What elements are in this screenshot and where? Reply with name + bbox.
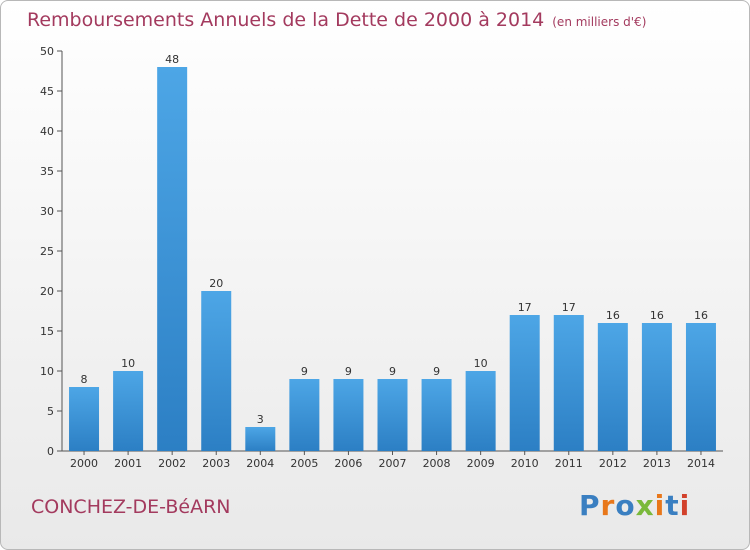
logo-letter: i bbox=[679, 489, 691, 522]
bar-value-label: 9 bbox=[345, 365, 352, 378]
y-tick-label: 15 bbox=[40, 325, 54, 338]
bar-value-label: 10 bbox=[121, 357, 135, 370]
y-tick-label: 25 bbox=[40, 245, 54, 258]
x-tick-label: 2005 bbox=[290, 457, 318, 470]
bar bbox=[421, 379, 452, 451]
bar-value-label: 16 bbox=[650, 309, 664, 322]
x-tick-label: 2012 bbox=[599, 457, 627, 470]
logo-letter: r bbox=[600, 489, 616, 522]
bar bbox=[245, 427, 276, 451]
x-tick-label: 2014 bbox=[687, 457, 715, 470]
x-tick-label: 2004 bbox=[246, 457, 274, 470]
x-tick-label: 2010 bbox=[511, 457, 539, 470]
logo-letter: x bbox=[635, 489, 655, 522]
logo-letter: o bbox=[615, 489, 636, 522]
bar bbox=[289, 379, 320, 451]
x-tick-label: 2008 bbox=[423, 457, 451, 470]
bar bbox=[69, 387, 100, 451]
x-tick-label: 2003 bbox=[202, 457, 230, 470]
chart-title-text: Remboursements Annuels de la Dette de 20… bbox=[27, 9, 545, 31]
logo-letter: P bbox=[579, 489, 601, 522]
logo-letter: i bbox=[654, 489, 666, 522]
bar-value-label: 10 bbox=[474, 357, 488, 370]
bar-value-label: 20 bbox=[209, 277, 223, 290]
bar bbox=[685, 323, 716, 451]
logo-letter: t bbox=[665, 489, 680, 522]
bar bbox=[157, 67, 188, 451]
x-tick-label: 2013 bbox=[643, 457, 671, 470]
bar bbox=[113, 371, 144, 451]
bar-value-label: 16 bbox=[606, 309, 620, 322]
bar bbox=[509, 315, 540, 451]
y-tick-label: 40 bbox=[40, 125, 54, 138]
bar-value-label: 9 bbox=[301, 365, 308, 378]
bar bbox=[465, 371, 496, 451]
x-tick-label: 2009 bbox=[467, 457, 495, 470]
bar bbox=[201, 291, 232, 451]
bar-value-label: 9 bbox=[433, 365, 440, 378]
bar bbox=[597, 323, 628, 451]
x-tick-label: 2007 bbox=[379, 457, 407, 470]
bar-value-label: 48 bbox=[165, 53, 179, 66]
x-tick-label: 2011 bbox=[555, 457, 583, 470]
bar-value-label: 17 bbox=[518, 301, 532, 314]
y-tick-label: 10 bbox=[40, 365, 54, 378]
y-tick-label: 35 bbox=[40, 165, 54, 178]
y-tick-label: 5 bbox=[47, 405, 54, 418]
bar bbox=[377, 379, 408, 451]
x-tick-label: 2001 bbox=[114, 457, 142, 470]
y-tick-label: 0 bbox=[47, 445, 54, 458]
y-tick-label: 30 bbox=[40, 205, 54, 218]
bars: 8 10 48 20 3 9 9 9 9 10 17 17 16 16 16 bbox=[69, 53, 716, 451]
proxiti-logo[interactable]: Proxiti bbox=[579, 489, 690, 522]
bar-value-label: 16 bbox=[694, 309, 708, 322]
bar bbox=[641, 323, 672, 451]
x-tick-label: 2000 bbox=[70, 457, 98, 470]
x-tick-label: 2006 bbox=[334, 457, 362, 470]
bar-value-label: 8 bbox=[81, 373, 88, 386]
commune-name: CONCHEZ-DE-BéARN bbox=[31, 496, 231, 518]
bar-value-label: 9 bbox=[389, 365, 396, 378]
bar bbox=[333, 379, 364, 451]
y-tick-label: 45 bbox=[40, 85, 54, 98]
bar-value-label: 17 bbox=[562, 301, 576, 314]
y-tick-label: 20 bbox=[40, 285, 54, 298]
x-tick-label: 2002 bbox=[158, 457, 186, 470]
bar bbox=[553, 315, 584, 451]
bar-value-label: 3 bbox=[257, 413, 264, 426]
chart-title: Remboursements Annuels de la Dette de 20… bbox=[27, 9, 646, 31]
chart-subtitle: (en milliers d'€) bbox=[552, 15, 647, 29]
y-tick-label: 50 bbox=[40, 45, 54, 58]
